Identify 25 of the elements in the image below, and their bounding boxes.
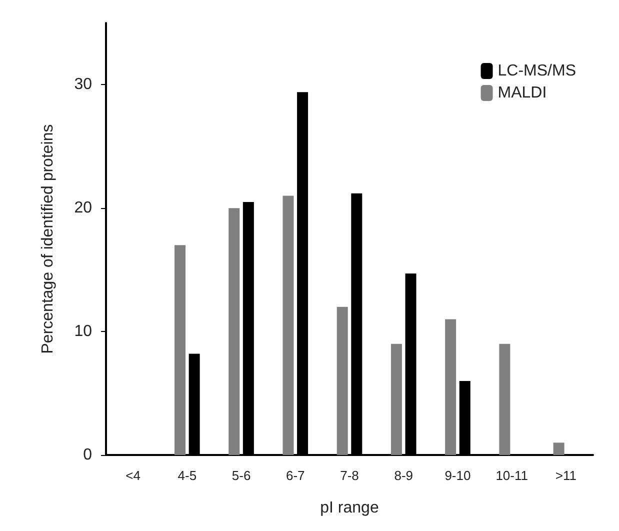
x-tick-label: 9-10 — [444, 468, 471, 483]
x-tick-label: 6-7 — [286, 468, 305, 483]
bar — [282, 196, 294, 455]
x-tick-label: 8-9 — [394, 468, 414, 483]
legend-label: MALDI — [498, 84, 547, 102]
bar — [228, 208, 240, 455]
x-tick-label: 5-6 — [232, 468, 251, 483]
y-tick-label: 30 — [74, 76, 92, 94]
x-tick-label: <4 — [126, 468, 140, 483]
bar — [553, 442, 564, 455]
y-tick-label: 0 — [83, 446, 92, 464]
bar — [174, 245, 186, 455]
bar — [499, 344, 510, 455]
bar — [390, 344, 402, 455]
bar — [445, 319, 456, 455]
x-tick-label: 4-5 — [178, 468, 197, 483]
legend-label: LC-MS/MS — [498, 62, 576, 80]
y-tick-label: 20 — [74, 200, 92, 217]
x-tick-label: >11 — [555, 468, 576, 483]
x-tick-label: 10-11 — [496, 468, 528, 483]
bar — [336, 306, 348, 455]
x-tick-label: 7-8 — [340, 468, 359, 483]
y-axis-title: Percentage of identified proteins — [40, 124, 56, 354]
x-axis-title: pI range — [320, 500, 379, 516]
y-tick-label: 10 — [74, 323, 92, 340]
